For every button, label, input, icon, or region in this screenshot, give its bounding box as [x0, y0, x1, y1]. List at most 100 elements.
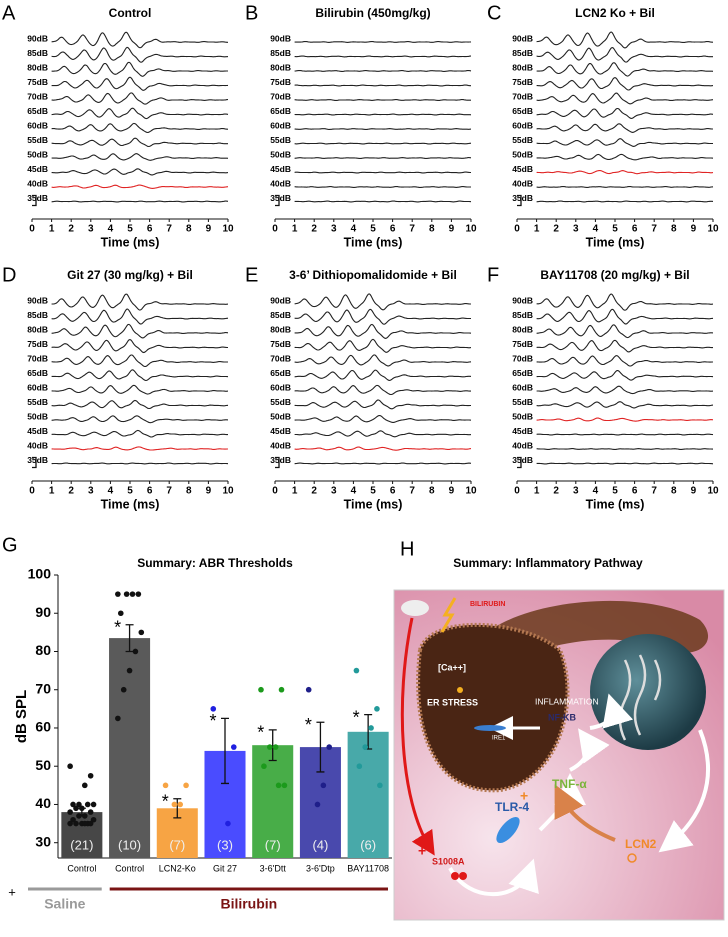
data-point — [67, 820, 73, 827]
data-point — [67, 809, 73, 815]
trace-label: 85dB — [512, 310, 533, 320]
trace — [536, 370, 714, 381]
scale-bar — [517, 456, 522, 469]
x-tick-label: 1 — [534, 224, 540, 235]
data-point — [73, 820, 79, 827]
data-point — [129, 591, 136, 597]
trace — [536, 62, 714, 77]
data-point — [278, 686, 285, 693]
trace-label: 40dB — [27, 440, 48, 450]
label: TNF-α — [552, 777, 587, 791]
trace — [51, 137, 228, 148]
trace-label: 50dB — [512, 411, 533, 421]
x-tick-label: 2 — [68, 486, 74, 497]
trace-label: 60dB — [27, 382, 48, 392]
data-point — [368, 725, 374, 731]
trace — [536, 107, 714, 119]
trace — [294, 430, 472, 438]
data-point — [320, 782, 327, 789]
ire1 — [474, 725, 506, 731]
bar — [252, 745, 294, 858]
x-axis-label: Time (ms) — [344, 235, 403, 249]
trace-label: 60dB — [27, 120, 48, 130]
trace — [536, 417, 714, 422]
data-point — [84, 801, 91, 808]
trace-label: 40dB — [270, 178, 291, 188]
trace — [536, 385, 714, 395]
trace-label: 45dB — [27, 426, 48, 436]
trace — [294, 323, 472, 339]
trace-label: 85dB — [27, 310, 48, 320]
x-tick-label: 0 — [272, 224, 278, 235]
trace-label: 35dB — [512, 455, 533, 465]
trace — [294, 40, 472, 43]
data-point — [70, 816, 76, 823]
trace — [536, 401, 714, 409]
panel-title: BAY11708 (20 mg/kg) + Bil — [540, 268, 689, 282]
x-tick-label: 7 — [166, 486, 172, 497]
x-tick-label: 3 — [331, 224, 337, 235]
data-point — [117, 610, 124, 617]
x-tick-label: 0 — [29, 486, 35, 497]
data-point — [230, 744, 237, 750]
significance-label: * — [162, 791, 169, 811]
x-tick-label: 3 — [573, 224, 579, 235]
trace-label: 80dB — [27, 62, 48, 72]
data-point — [76, 801, 82, 808]
arrow — [589, 693, 634, 730]
trace-label: 85dB — [27, 48, 48, 58]
trace — [51, 308, 229, 325]
abr-panel: D Git 27 (30 mg/kg) + Bil 90dB 85dB 80dB 75dB… — [2, 264, 234, 511]
data-point — [162, 782, 169, 789]
count-label: (10) — [118, 837, 141, 852]
data-point — [180, 830, 186, 836]
trace-label: 55dB — [512, 397, 533, 407]
label: NF-KB — [548, 712, 576, 722]
trace-label: 45dB — [270, 426, 291, 436]
panel-letter: E — [245, 264, 258, 286]
count-label: (7) — [169, 837, 185, 852]
count-label: (4) — [312, 837, 328, 852]
y-tick-label: 40 — [35, 795, 51, 811]
count-label: (7) — [265, 837, 281, 852]
trace-label: 90dB — [27, 33, 48, 43]
x-tick-label: 9 — [691, 224, 697, 235]
trace-label: 40dB — [512, 178, 533, 188]
trace-label: 50dB — [27, 411, 48, 421]
data-point — [177, 801, 184, 808]
x-tick-label: 6 — [632, 486, 638, 497]
trace — [294, 446, 472, 451]
x-tick-label: 1 — [49, 486, 55, 497]
data-point — [70, 801, 76, 808]
x-tick-label: 9 — [449, 486, 455, 497]
y-tick-label: 100 — [28, 566, 52, 582]
trace-label: 60dB — [270, 382, 291, 392]
trace — [294, 84, 471, 87]
data-point — [115, 591, 121, 597]
panel-letter: G — [2, 534, 18, 556]
x-tick-label: 2 — [311, 486, 317, 497]
s100-molecule — [451, 872, 459, 880]
panel-letter: C — [487, 2, 501, 24]
x-tick-label: 3 — [331, 486, 337, 497]
trace-label: 75dB — [270, 77, 291, 87]
significance-label: * — [209, 711, 216, 731]
trace — [294, 70, 472, 72]
label: IRE1 — [492, 736, 506, 742]
trace-label: 70dB — [27, 353, 48, 363]
s100-molecule — [459, 872, 467, 880]
x-tick-label: 7 — [409, 224, 415, 235]
trace-label: 65dB — [27, 368, 48, 378]
data-point — [171, 801, 178, 808]
x-axis-label: Time (ms) — [101, 235, 160, 249]
data-point — [266, 744, 273, 750]
trace-label: 55dB — [270, 135, 291, 145]
data-point — [123, 591, 130, 597]
x-tick-label: 8 — [671, 224, 677, 235]
trace — [536, 92, 714, 105]
x-tick-label: 10 — [465, 224, 477, 235]
x-tick-label: 6 — [390, 486, 396, 497]
panel-letter: D — [2, 264, 16, 286]
y-tick-label: 60 — [35, 719, 51, 735]
